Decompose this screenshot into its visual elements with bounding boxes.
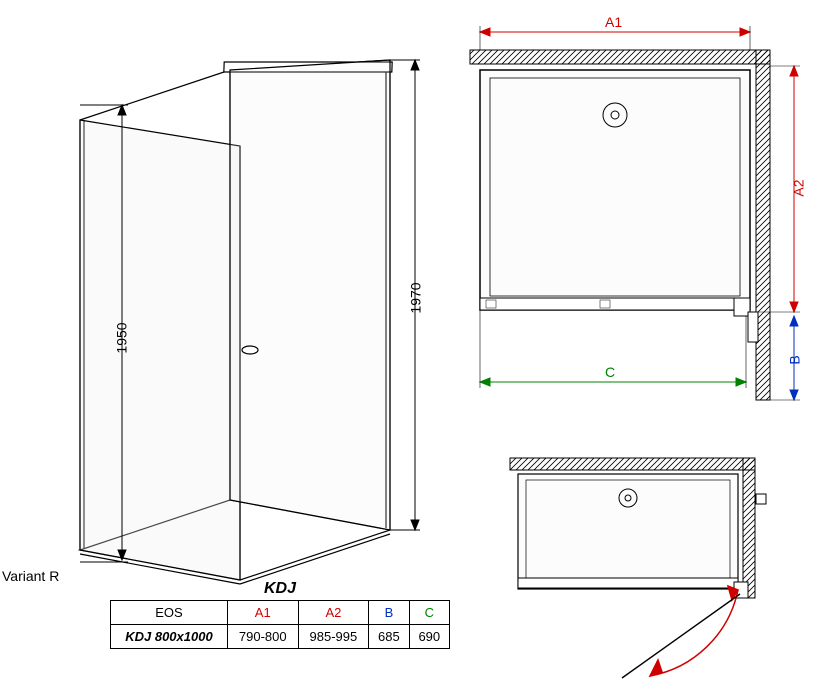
td-b: 685	[369, 625, 409, 649]
th-c: C	[409, 601, 449, 625]
dimension-table: KDJ EOS A1 A2 B C KDJ 800x1000 790-800 9…	[110, 580, 450, 649]
table-title: KDJ	[110, 580, 450, 598]
dim-a1: A1	[605, 14, 622, 30]
th-a1: A1	[227, 601, 298, 625]
dim-c: C	[605, 364, 615, 380]
dim-1950: 1950	[114, 322, 130, 353]
variant-label: Variant R	[2, 568, 59, 584]
plan-view-main: A1 A2 B C	[450, 20, 810, 420]
dim-a2: A2	[791, 179, 807, 196]
th-eos: EOS	[111, 601, 228, 625]
th-b: B	[369, 601, 409, 625]
dim-b: B	[787, 355, 803, 364]
plan-view-door-swing	[500, 450, 800, 680]
iso-enclosure-view: 1970 1950	[20, 10, 440, 590]
td-a1: 790-800	[227, 625, 298, 649]
td-a2: 985-995	[298, 625, 369, 649]
th-a2: A2	[298, 601, 369, 625]
td-model: KDJ 800x1000	[111, 625, 228, 649]
dim-1970: 1970	[408, 282, 424, 313]
td-c: 690	[409, 625, 449, 649]
